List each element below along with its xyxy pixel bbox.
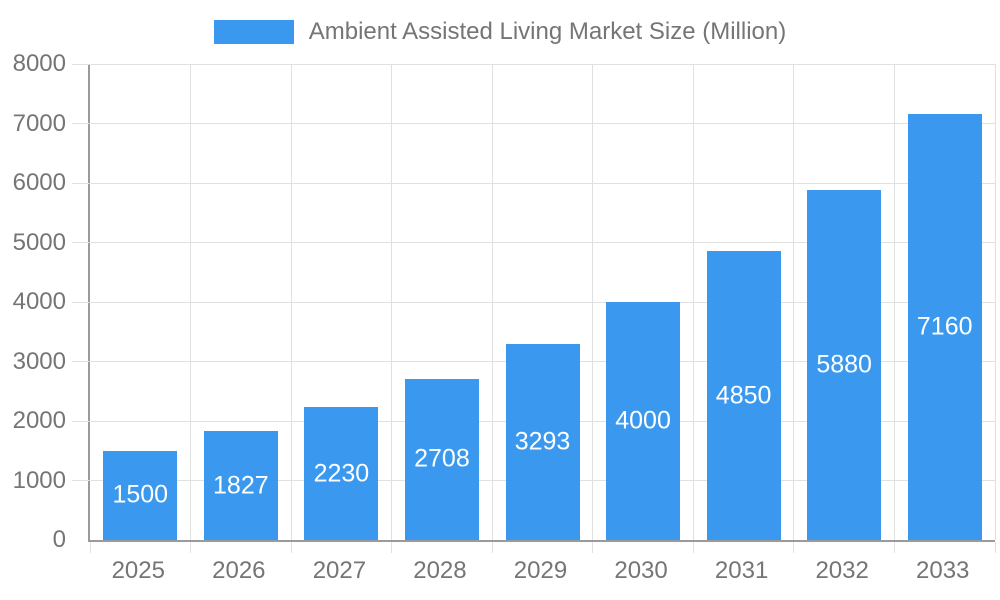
- y-axis-tick: [72, 182, 90, 184]
- legend-swatch: [213, 20, 294, 44]
- chart-legend: Ambient Assisted Living Market Size (Mil…: [0, 18, 1000, 46]
- x-axis-tick: [491, 542, 493, 553]
- bar-value-label: 4000: [615, 406, 671, 435]
- bar-2033: 7160: [907, 113, 982, 540]
- y-axis-tick-label: 5000: [12, 228, 66, 256]
- bar-2025: 1500: [103, 450, 178, 540]
- gridline-vertical: [793, 64, 795, 540]
- y-axis-tick: [72, 123, 90, 124]
- bar-2030: 4000: [606, 302, 681, 540]
- x-axis-tick: [89, 542, 91, 553]
- x-axis-tick: [190, 542, 192, 553]
- gridline-vertical: [391, 64, 393, 540]
- bar-2027: 2230: [304, 407, 379, 540]
- bar-value-label: 7160: [916, 312, 973, 341]
- y-axis-tick-label: 3000: [12, 347, 66, 375]
- y-axis-tick-label: 4000: [12, 288, 66, 315]
- bar-2028: 2708: [404, 378, 479, 540]
- x-axis-tick-label: 2025: [111, 557, 165, 584]
- x-axis-tick: [994, 542, 996, 553]
- x-axis-tick-label: 2027: [312, 557, 367, 584]
- gridline-vertical: [491, 64, 493, 540]
- gridline-horizontal: [90, 182, 995, 184]
- gridline-vertical: [190, 64, 192, 540]
- bar-value-label: 5880: [816, 350, 872, 379]
- legend-label: Ambient Assisted Living Market Size (Mil…: [308, 18, 787, 45]
- x-axis-tick-label: 2030: [614, 557, 668, 584]
- x-axis-tick-label: 2028: [413, 557, 467, 584]
- bar-value-label: 2708: [414, 444, 470, 473]
- gridline-horizontal: [90, 63, 995, 65]
- y-axis-tick-label: 1000: [12, 466, 66, 494]
- x-axis-tick: [793, 542, 795, 553]
- gridline-vertical: [692, 64, 694, 540]
- gridline-horizontal: [90, 301, 995, 303]
- bar-value-label: 4850: [715, 381, 772, 410]
- y-axis-tick: [72, 63, 90, 65]
- gridline-horizontal: [90, 123, 995, 124]
- x-axis-tick: [391, 542, 393, 553]
- gridline-vertical: [893, 64, 895, 540]
- y-axis-tick-label: 2000: [12, 407, 66, 434]
- y-axis-tick: [72, 420, 90, 422]
- x-axis-tick: [290, 542, 292, 553]
- bar-2032: 5880: [807, 190, 882, 540]
- x-axis-tick-label: 2026: [212, 557, 266, 584]
- gridline-vertical: [592, 64, 594, 540]
- y-axis-tick-label: 8000: [12, 50, 66, 77]
- bar-value-label: 3293: [514, 427, 571, 456]
- bar-value-label: 2230: [313, 459, 370, 488]
- y-axis-tick-label: 6000: [12, 169, 66, 196]
- bar-value-label: 1500: [112, 480, 169, 509]
- y-axis-tick: [72, 361, 90, 362]
- y-axis-tick-label: 7000: [12, 109, 66, 137]
- x-axis-tick-label: 2031: [714, 557, 769, 584]
- bar-2026: 1827: [203, 431, 278, 540]
- x-axis-tick: [893, 542, 895, 553]
- y-axis-tick: [72, 480, 90, 481]
- bar-2029: 3293: [505, 344, 580, 540]
- bar-value-label: 1827: [213, 471, 269, 500]
- x-axis-tick: [592, 542, 594, 553]
- bar-2031: 4850: [706, 251, 781, 540]
- gridline-vertical: [994, 64, 996, 540]
- y-axis-tick: [72, 301, 90, 303]
- x-axis-tick-label: 2033: [916, 557, 970, 584]
- x-axis-tick: [692, 542, 694, 553]
- gridline-horizontal: [90, 242, 995, 243]
- y-axis-tick: [72, 242, 90, 243]
- x-axis-tick-label: 2032: [815, 557, 869, 584]
- x-axis-tick-label: 2029: [513, 557, 568, 584]
- y-axis-tick-label: 0: [52, 526, 66, 553]
- plot-area: 1500 1827 2230 2708 3293 4000 4850 5880 7160: [72, 63, 996, 553]
- gridline-vertical: [290, 64, 292, 540]
